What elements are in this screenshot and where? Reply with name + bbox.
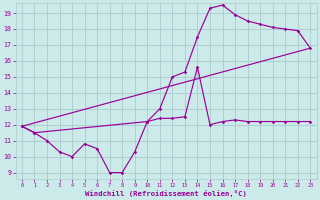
- X-axis label: Windchill (Refroidissement éolien,°C): Windchill (Refroidissement éolien,°C): [85, 190, 247, 197]
